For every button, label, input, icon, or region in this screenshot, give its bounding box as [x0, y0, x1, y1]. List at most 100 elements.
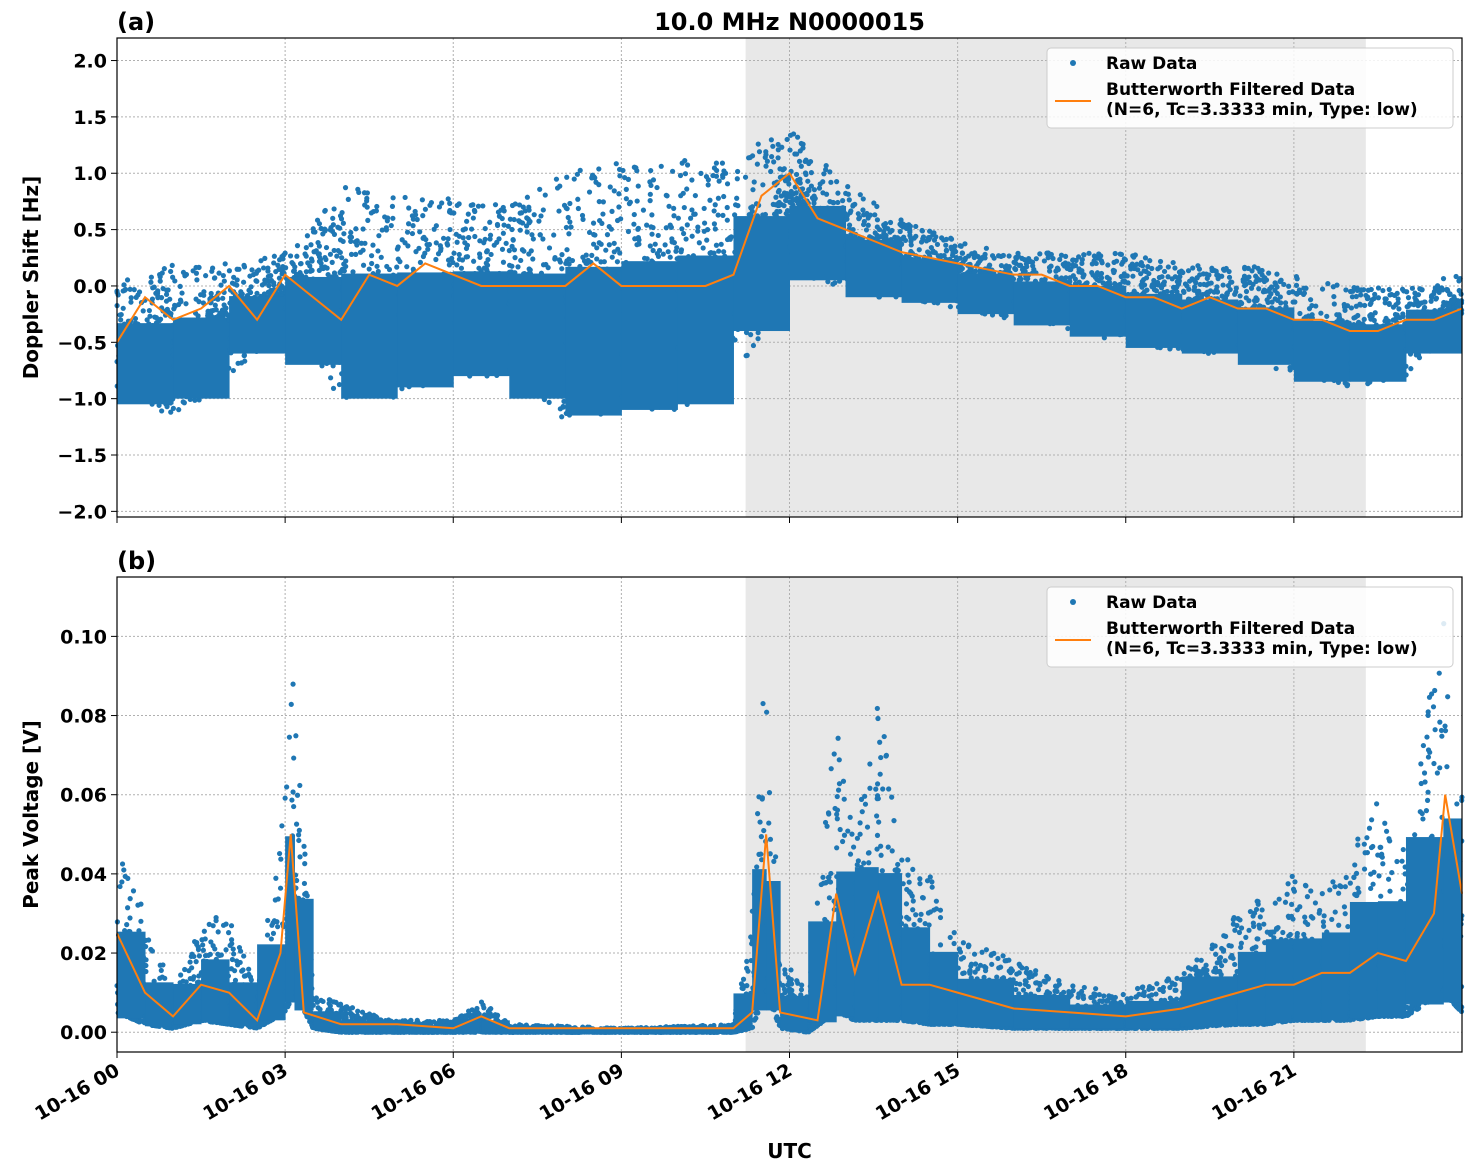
- raw-data-point: [680, 230, 687, 237]
- raw-data-point: [715, 195, 721, 201]
- raw-data-point: [524, 215, 530, 221]
- raw-data-point: [586, 189, 593, 195]
- raw-data-point: [581, 258, 588, 264]
- raw-data-point: [846, 222, 853, 228]
- raw-data-point: [654, 184, 660, 191]
- raw-data-point: [1174, 284, 1180, 290]
- raw-data-band: [957, 273, 1015, 315]
- raw-data-point: [451, 210, 457, 216]
- raw-data-point: [327, 251, 334, 257]
- raw-data-point: [796, 158, 803, 164]
- raw-data-point: [613, 161, 619, 167]
- raw-data-point: [563, 224, 569, 231]
- raw-data-point: [631, 211, 637, 218]
- raw-data-point: [510, 237, 516, 243]
- raw-data-point: [412, 208, 418, 215]
- raw-data-point: [790, 131, 797, 137]
- raw-data-point: [323, 256, 329, 263]
- raw-data-point: [553, 176, 560, 182]
- raw-data-point: [353, 251, 359, 257]
- raw-data-point: [235, 360, 241, 366]
- raw-data-point: [433, 223, 439, 229]
- raw-data-point: [298, 260, 304, 267]
- raw-data-point: [616, 204, 622, 210]
- raw-data-point: [148, 279, 154, 285]
- raw-data-point: [1144, 287, 1150, 293]
- raw-data-point: [1011, 259, 1017, 265]
- raw-data-point: [294, 253, 300, 259]
- raw-data-point: [543, 261, 549, 268]
- raw-data-point: [444, 240, 450, 247]
- raw-data-point: [616, 191, 622, 197]
- raw-data-point: [354, 242, 360, 248]
- raw-data-point: [704, 237, 710, 243]
- raw-data-point: [1111, 269, 1117, 276]
- raw-data-point: [845, 191, 851, 197]
- raw-data-point: [898, 241, 905, 247]
- raw-data-point: [771, 159, 777, 165]
- raw-data-point: [249, 267, 255, 273]
- raw-data-point: [802, 170, 809, 176]
- raw-data-point: [503, 240, 509, 246]
- raw-data-point: [715, 212, 721, 218]
- raw-data-point: [224, 311, 230, 317]
- raw-data-point: [754, 161, 760, 167]
- raw-data-point: [167, 296, 173, 302]
- raw-data-point: [320, 231, 326, 237]
- raw-data-point: [668, 224, 674, 230]
- raw-data-point: [322, 264, 328, 270]
- raw-data-point: [394, 246, 401, 252]
- raw-data-point: [1062, 253, 1069, 259]
- raw-data-point: [808, 170, 814, 176]
- raw-data-point: [144, 317, 150, 323]
- raw-data-point: [1057, 256, 1063, 263]
- raw-data-point: [438, 247, 444, 254]
- raw-data-point: [872, 230, 878, 236]
- raw-data-point: [775, 155, 781, 161]
- raw-data-point: [1146, 270, 1152, 277]
- raw-data-point: [388, 222, 394, 229]
- raw-data-point: [678, 249, 684, 255]
- raw-data-point: [293, 271, 300, 278]
- raw-data-point: [735, 203, 741, 209]
- raw-data-point: [413, 249, 419, 255]
- raw-data-point: [903, 225, 910, 232]
- raw-data-point: [328, 375, 334, 381]
- raw-data-point: [433, 256, 439, 263]
- raw-data-point: [127, 286, 133, 292]
- raw-data-point: [760, 182, 766, 188]
- raw-data-point: [597, 217, 603, 224]
- raw-data-point: [784, 136, 790, 143]
- raw-data-point: [526, 207, 532, 213]
- raw-data-point: [1067, 266, 1073, 273]
- raw-data-point: [128, 295, 134, 301]
- raw-data-point: [703, 173, 710, 180]
- raw-data-point: [648, 224, 654, 230]
- raw-data-point: [339, 255, 345, 261]
- raw-data-point: [1119, 261, 1125, 267]
- raw-data-point: [487, 219, 493, 225]
- raw-data-point: [872, 212, 878, 218]
- raw-data-point: [157, 271, 163, 278]
- raw-data-point: [750, 187, 756, 193]
- raw-data-point: [389, 203, 396, 209]
- raw-data-band: [341, 273, 398, 399]
- raw-data-point: [1096, 278, 1102, 284]
- raw-data-point: [506, 248, 512, 254]
- raw-data-point: [316, 221, 323, 227]
- raw-data-point: [634, 198, 640, 204]
- raw-data-point: [611, 249, 617, 255]
- raw-data-point: [515, 264, 521, 270]
- raw-data-point: [932, 250, 938, 256]
- raw-data-point: [312, 229, 318, 235]
- raw-data-point: [816, 185, 823, 191]
- raw-data-point: [589, 175, 595, 181]
- raw-data-point: [908, 235, 914, 241]
- raw-data-point: [1089, 270, 1095, 276]
- raw-data-point: [357, 249, 364, 255]
- raw-data-point: [855, 211, 861, 217]
- raw-data-point: [781, 166, 787, 172]
- raw-data-point: [118, 311, 124, 318]
- raw-data-point: [716, 178, 722, 184]
- raw-data-point: [348, 229, 354, 236]
